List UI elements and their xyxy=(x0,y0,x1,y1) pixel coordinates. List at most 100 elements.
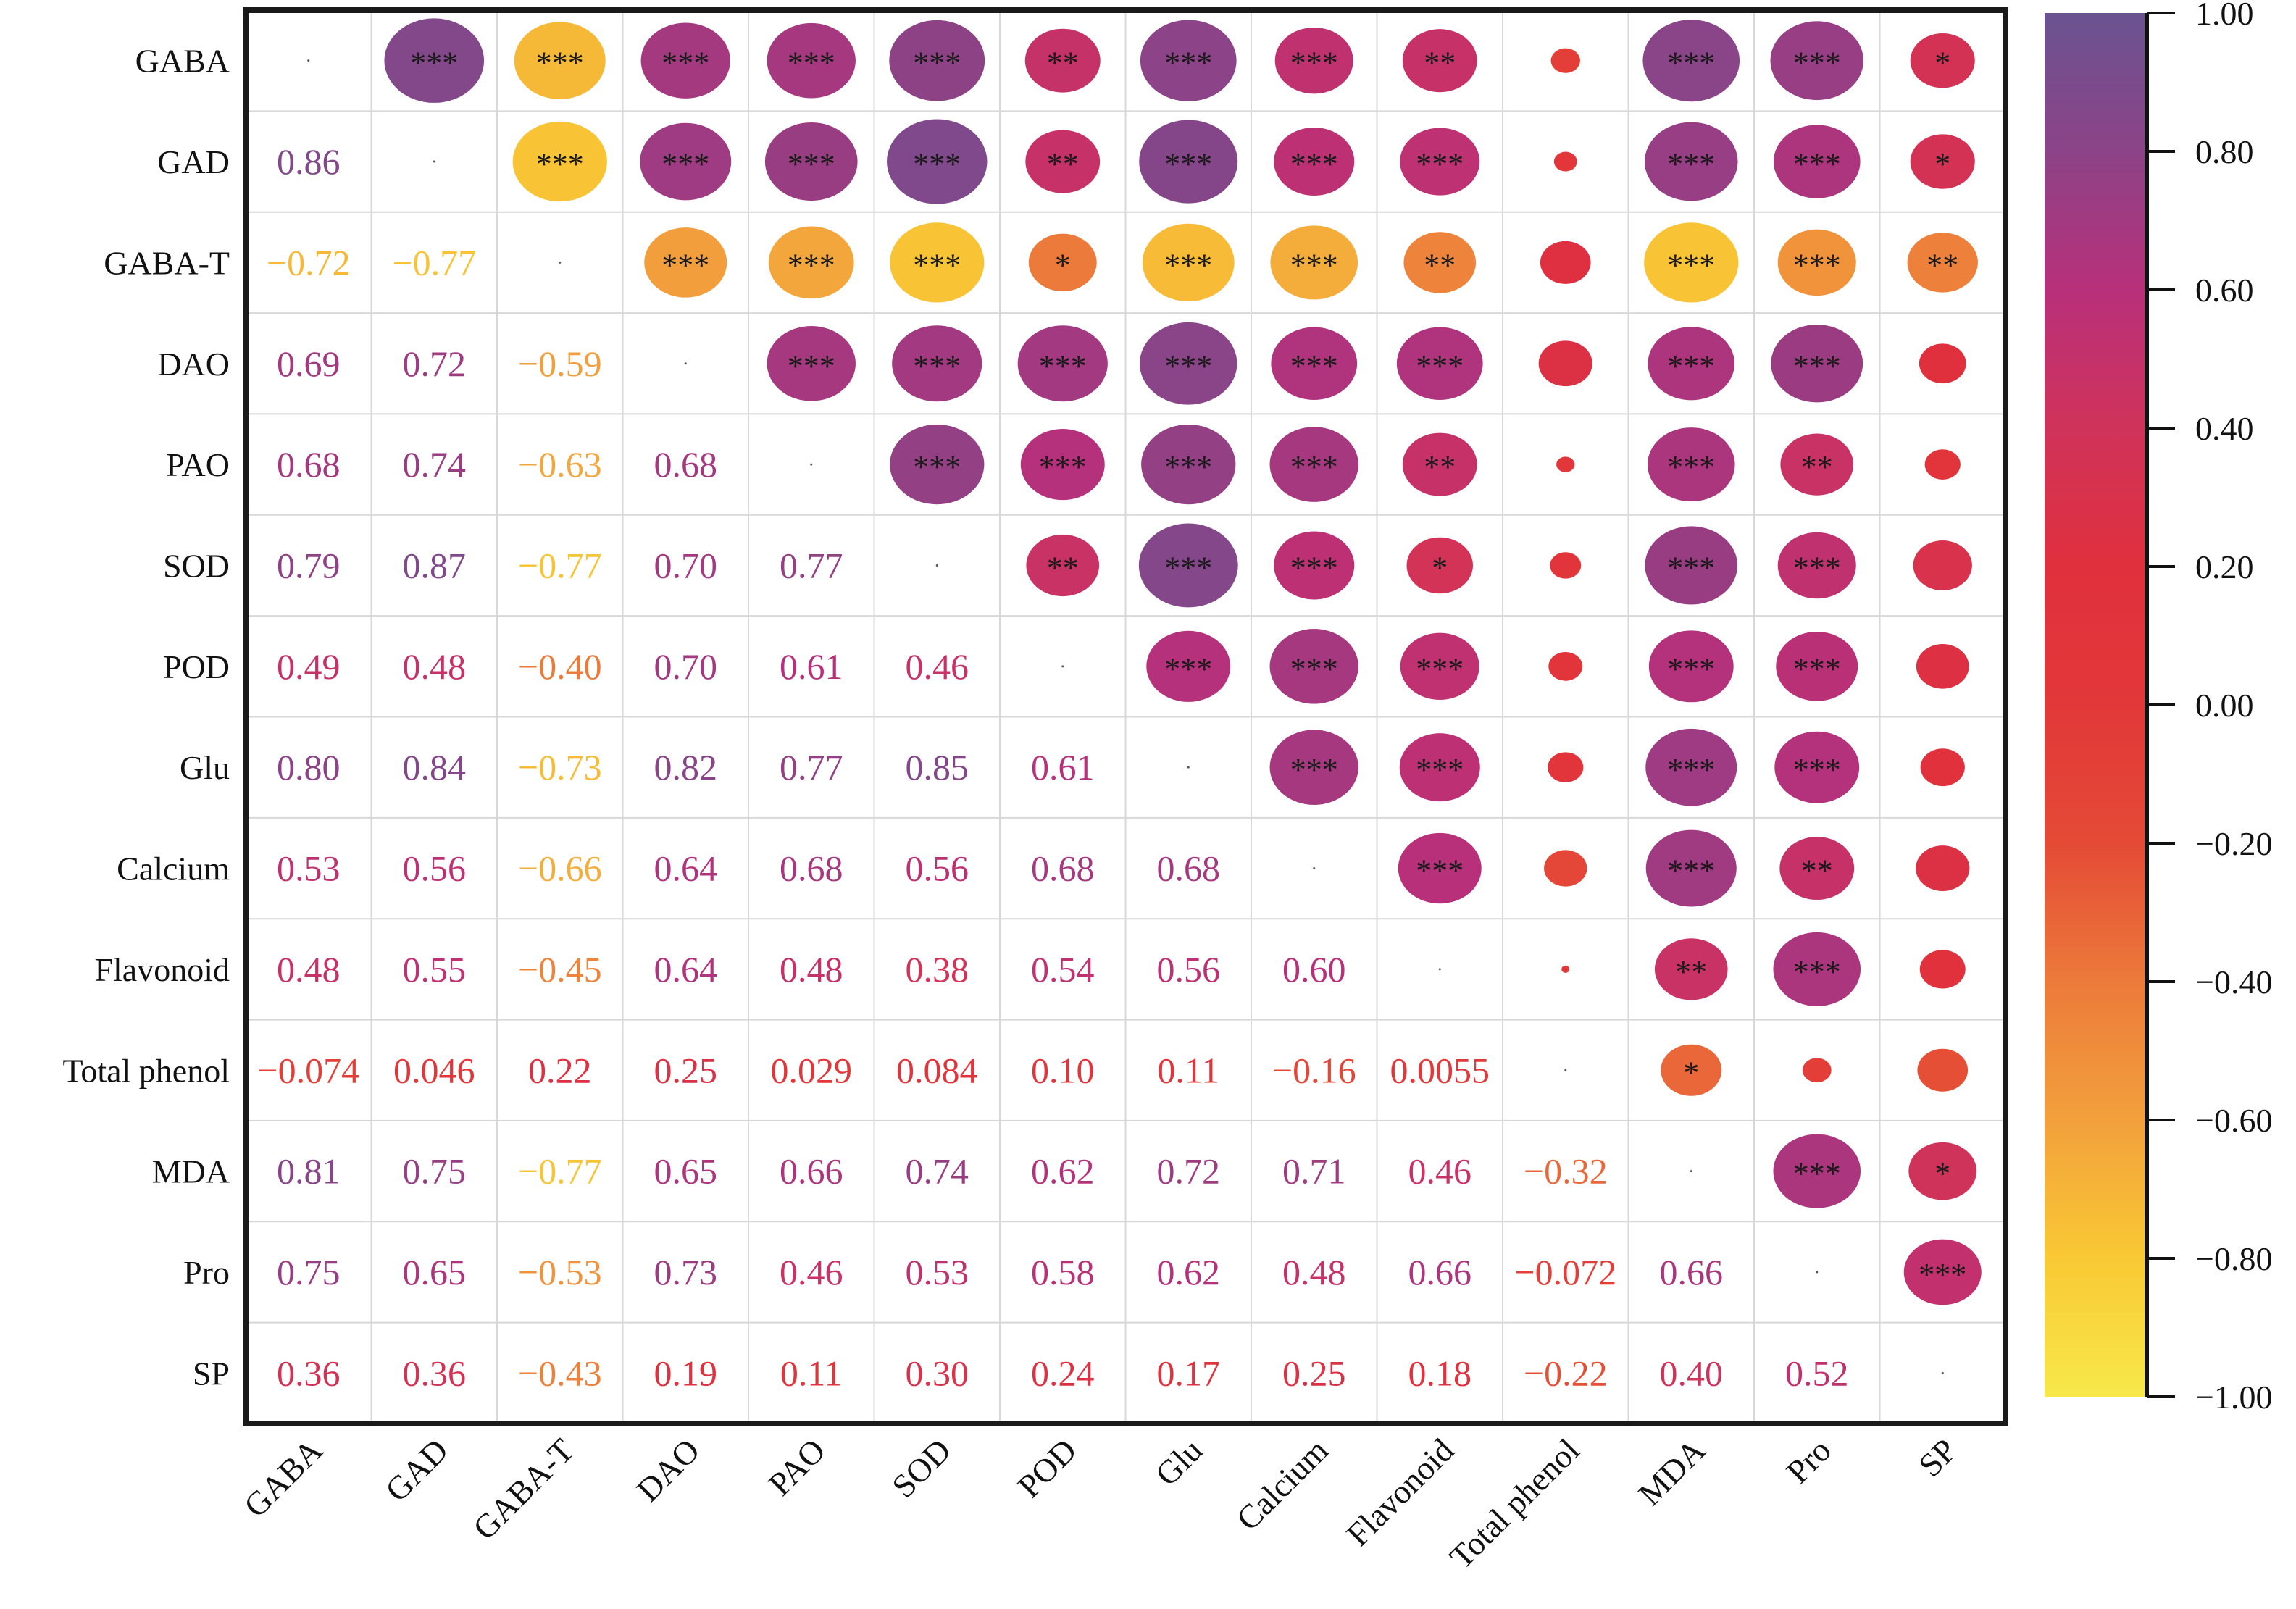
significance-stars: *** xyxy=(1416,651,1464,687)
significance-stars: *** xyxy=(1667,853,1715,889)
significance-stars: *** xyxy=(1793,247,1841,283)
correlation-circle xyxy=(1777,532,1856,599)
correlation-value: −0.77 xyxy=(518,1151,602,1192)
correlation-value: 0.68 xyxy=(780,848,843,889)
diagonal-dot xyxy=(1061,665,1064,668)
significance-stars: ** xyxy=(1424,247,1456,283)
significance-stars: *** xyxy=(1290,550,1338,585)
correlation-circle xyxy=(1648,327,1735,401)
correlation-value: 0.86 xyxy=(277,141,341,182)
correlation-value: −0.72 xyxy=(267,242,351,283)
significance-stars: *** xyxy=(536,46,584,81)
correlation-value: 0.84 xyxy=(403,747,467,787)
row-label: PAO xyxy=(166,446,230,483)
diagonal-dot xyxy=(307,59,310,62)
correlation-value: 0.81 xyxy=(277,1151,341,1192)
correlation-value: 0.68 xyxy=(277,444,341,485)
correlation-value: 0.53 xyxy=(277,848,341,889)
column-label: DAO xyxy=(630,1432,707,1509)
correlation-value: 0.36 xyxy=(277,1353,341,1393)
correlation-circle xyxy=(1400,128,1480,196)
significance-stars: *** xyxy=(1667,651,1715,687)
correlation-circle xyxy=(1913,540,1972,590)
correlation-value: 0.79 xyxy=(277,545,341,585)
column-label: Flavonoid xyxy=(1339,1432,1461,1553)
correlation-circle xyxy=(1403,232,1477,293)
correlation-circle xyxy=(640,22,730,99)
column-label: GAD xyxy=(378,1432,456,1509)
correlation-value: 0.74 xyxy=(403,444,467,485)
colorbar-tick-label: −0.40 xyxy=(2195,964,2272,1000)
significance-stars: *** xyxy=(536,146,584,182)
correlation-circle xyxy=(1773,932,1861,1006)
significance-stars: *** xyxy=(661,146,709,182)
significance-stars: *** xyxy=(788,146,835,182)
column-label: PAO xyxy=(761,1432,832,1503)
correlation-circle xyxy=(1779,837,1855,900)
significance-stars: *** xyxy=(1416,348,1464,384)
significance-stars: ** xyxy=(1801,853,1833,889)
correlation-value: 0.64 xyxy=(654,848,718,889)
correlation-value: 0.61 xyxy=(780,646,843,687)
significance-stars: *** xyxy=(1416,752,1464,787)
correlation-circle xyxy=(1910,134,1975,189)
correlation-value: 0.11 xyxy=(780,1353,843,1393)
correlation-circle xyxy=(1773,125,1861,198)
column-label: POD xyxy=(1011,1432,1084,1505)
correlation-circle xyxy=(1907,233,1978,293)
correlation-circle xyxy=(384,18,485,103)
correlation-circle xyxy=(1654,938,1728,1000)
correlation-value: 0.24 xyxy=(1031,1353,1095,1393)
row-label: SP xyxy=(193,1355,230,1392)
correlation-circle xyxy=(644,227,727,298)
correlation-value: 0.85 xyxy=(906,747,969,787)
row-label: SOD xyxy=(163,547,230,584)
correlation-circle xyxy=(1269,629,1358,704)
significance-stars: *** xyxy=(788,46,835,81)
correlation-circle xyxy=(1645,728,1737,806)
significance-stars: *** xyxy=(1290,46,1338,81)
column-label: Glu xyxy=(1148,1432,1209,1493)
correlation-value: 0.62 xyxy=(1157,1252,1221,1292)
correlation-circle xyxy=(1648,630,1734,703)
correlation-circle xyxy=(1919,343,1966,384)
significance-stars: ** xyxy=(1047,46,1079,81)
significance-stars: *** xyxy=(1793,348,1841,384)
significance-stars: *** xyxy=(788,348,835,384)
row-label: MDA xyxy=(152,1153,230,1190)
correlation-circle xyxy=(1916,644,1969,689)
significance-stars: ** xyxy=(1424,449,1456,485)
significance-stars: *** xyxy=(1793,46,1841,81)
correlation-value: 0.68 xyxy=(654,444,718,485)
diagonal-dot xyxy=(935,564,938,567)
correlation-circle xyxy=(1802,1058,1832,1083)
correlation-circle xyxy=(1540,241,1591,284)
significance-stars: *** xyxy=(1667,146,1715,182)
correlation-circle xyxy=(1026,534,1100,597)
correlation-value: 0.36 xyxy=(403,1353,467,1393)
correlation-circle xyxy=(764,122,858,201)
row-label: GABA xyxy=(135,43,230,80)
correlation-value: 0.56 xyxy=(1157,949,1221,990)
diagonal-dot xyxy=(433,160,435,163)
significance-stars: *** xyxy=(1290,348,1338,384)
correlation-value: −0.074 xyxy=(257,1050,359,1090)
correlation-circle xyxy=(1550,48,1580,73)
correlation-value: 0.48 xyxy=(277,949,341,990)
correlation-circle xyxy=(1910,33,1975,88)
correlation-circle xyxy=(1645,829,1737,907)
correlation-circle xyxy=(1406,537,1474,594)
correlation-circle xyxy=(1774,731,1860,803)
correlation-circle xyxy=(1142,223,1235,302)
significance-stars: * xyxy=(1055,247,1071,283)
significance-stars: *** xyxy=(913,449,961,485)
colorbar-tick-label: −1.00 xyxy=(2195,1379,2272,1416)
column-label: GABA-T xyxy=(466,1432,581,1547)
correlation-circle xyxy=(1402,29,1477,93)
correlation-circle xyxy=(887,119,988,204)
row-label: Flavonoid xyxy=(94,951,230,988)
correlation-value: 0.70 xyxy=(654,646,718,687)
correlation-circle xyxy=(1553,151,1577,172)
significance-stars: *** xyxy=(1039,348,1087,384)
correlation-circle xyxy=(892,325,982,402)
